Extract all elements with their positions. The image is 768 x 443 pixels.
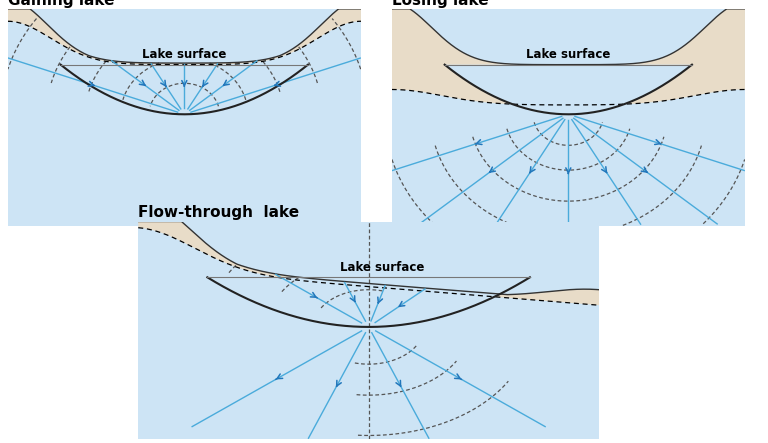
Polygon shape — [138, 222, 599, 439]
Text: Lake surface: Lake surface — [340, 260, 425, 274]
Polygon shape — [392, 9, 745, 226]
Polygon shape — [392, 9, 745, 105]
Polygon shape — [8, 9, 361, 65]
Polygon shape — [8, 9, 361, 226]
Polygon shape — [61, 65, 308, 114]
Polygon shape — [207, 277, 530, 327]
Text: Lake surface: Lake surface — [526, 48, 611, 61]
Text: Gaining lake: Gaining lake — [8, 0, 114, 8]
Text: Flow-through  lake: Flow-through lake — [138, 206, 300, 220]
Polygon shape — [138, 222, 599, 305]
Polygon shape — [445, 65, 692, 114]
Text: Lake surface: Lake surface — [142, 48, 227, 61]
Text: Losing lake: Losing lake — [392, 0, 488, 8]
